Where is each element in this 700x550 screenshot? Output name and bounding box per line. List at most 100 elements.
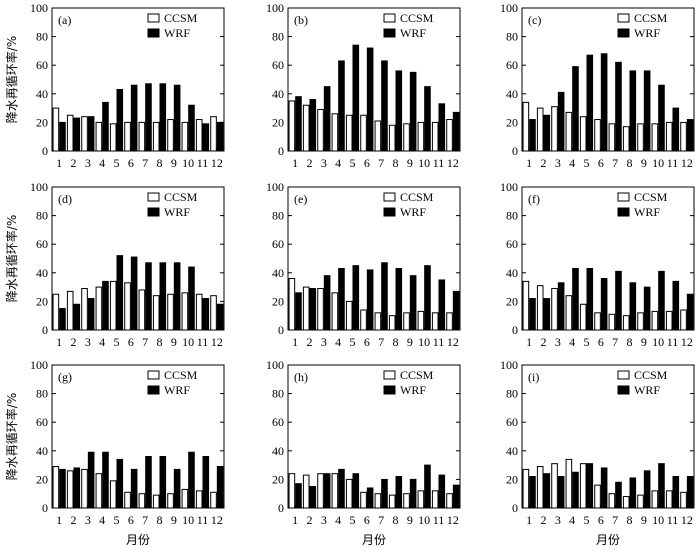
bar-wrf [643, 470, 651, 509]
x-tick-label: 6 [598, 335, 604, 349]
bar-ccsm [551, 463, 558, 509]
bar-ccsm [680, 491, 687, 509]
y-tick-label: 40 [506, 444, 518, 458]
y-tick-label: 80 [506, 209, 518, 223]
y-tick-label: 100 [30, 180, 48, 194]
bar-ccsm [317, 109, 324, 152]
x-tick-label: 9 [171, 513, 177, 527]
y-tick-label: 20 [272, 115, 284, 129]
legend-label-ccsm: CCSM [634, 190, 668, 204]
legend-label-ccsm: CCSM [164, 11, 198, 25]
legend-swatch-wrf [147, 207, 160, 217]
x-tick-label: 11 [433, 335, 445, 349]
x-tick-label: 6 [364, 335, 370, 349]
bar-ccsm [403, 312, 410, 331]
legend-swatch-wrf [383, 28, 396, 38]
bar-wrf [686, 476, 694, 509]
bar-wrf [629, 477, 637, 509]
x-tick-label: 5 [584, 513, 590, 527]
bar-wrf [395, 476, 403, 509]
x-tick-label: 5 [350, 513, 356, 527]
x-tick-label: 4 [569, 335, 575, 349]
bar-wrf [202, 123, 210, 152]
y-tick-label: 0 [42, 323, 48, 337]
x-tick-label: 4 [569, 513, 575, 527]
bar-wrf [615, 61, 622, 152]
bar-ccsm [152, 494, 160, 509]
y-tick-label: 20 [506, 115, 518, 129]
bar-ccsm [637, 123, 644, 152]
x-tick-label: 7 [142, 156, 148, 170]
bar-wrf [116, 89, 124, 152]
y-tick-label: 20 [36, 472, 48, 486]
legend-swatch-ccsm [383, 13, 396, 23]
bar-wrf [216, 466, 224, 509]
y-tick-label: 100 [30, 1, 48, 15]
x-tick-label: 4 [335, 156, 341, 170]
bar-wrf [629, 282, 637, 331]
x-tick-label: 1 [56, 335, 62, 349]
bar-wrf [366, 269, 374, 331]
x-tick-label: 6 [598, 513, 604, 527]
y-tick-label: 20 [506, 294, 518, 308]
bar-wrf [600, 278, 608, 331]
x-tick-label: 11 [667, 335, 679, 349]
x-tick-label: 5 [350, 335, 356, 349]
bar-wrf [87, 298, 95, 331]
bar-ccsm [536, 466, 544, 509]
legend-swatch-wrf [617, 28, 630, 38]
y-tick-label: 80 [36, 209, 48, 223]
x-tick-label: 2 [71, 156, 77, 170]
x-tick-label: 6 [128, 513, 134, 527]
bar-ccsm [331, 292, 339, 331]
bar-ccsm [317, 473, 324, 509]
bar-wrf [188, 451, 195, 509]
panel-label: (i) [528, 370, 539, 384]
x-tick-label: 8 [157, 513, 163, 527]
bar-ccsm [109, 280, 117, 331]
x-tick-label: 5 [584, 335, 590, 349]
x-tick-label: 10 [182, 156, 194, 170]
bar-wrf [572, 66, 579, 152]
legend-label-wrf: WRF [164, 26, 190, 40]
bar-wrf [338, 268, 345, 331]
x-tick-label: 7 [378, 335, 384, 349]
bar-ccsm [81, 116, 88, 152]
legend-label-wrf: WRF [164, 383, 190, 397]
bar-wrf [102, 451, 109, 509]
bar-ccsm [446, 493, 453, 509]
x-tick-label: 9 [407, 156, 413, 170]
x-tick-label: 2 [71, 513, 77, 527]
bar-ccsm [622, 496, 630, 509]
legend-swatch-wrf [617, 385, 630, 395]
x-tick-label: 10 [182, 513, 194, 527]
bar-ccsm [417, 490, 425, 509]
bar-ccsm [522, 468, 530, 509]
x-axis-label-col-2: 月份 [362, 533, 386, 547]
y-tick-label: 60 [36, 415, 48, 429]
legend-swatch-ccsm [383, 192, 396, 202]
x-tick-label: 3 [321, 335, 327, 349]
y-tick-label: 40 [36, 87, 48, 101]
x-tick-label: 3 [555, 513, 561, 527]
x-tick-label: 8 [393, 156, 399, 170]
bar-ccsm [446, 312, 453, 331]
bar-ccsm [551, 288, 558, 331]
bar-wrf [73, 303, 81, 331]
bar-wrf [572, 471, 579, 509]
bar-ccsm [195, 293, 203, 331]
x-tick-label: 8 [393, 335, 399, 349]
x-tick-label: 1 [292, 156, 298, 170]
bar-ccsm [608, 493, 616, 509]
bar-ccsm [608, 313, 616, 331]
legend-swatch-wrf [383, 207, 396, 217]
legend-label-ccsm: CCSM [634, 11, 668, 25]
bar-wrf [295, 292, 302, 331]
figure-axis-labels: 降水再循环率/% 降水再循环率/% 降水再循环率/% 月份 月份 月份 [4, 36, 620, 547]
bar-ccsm [52, 107, 60, 152]
panel-label: (e) [294, 192, 307, 206]
